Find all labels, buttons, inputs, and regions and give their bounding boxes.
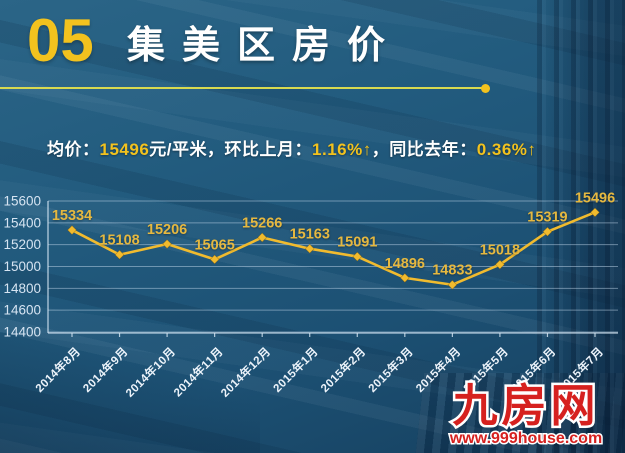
- logo-url: www.999house.com: [449, 430, 602, 447]
- data-label: 15206: [147, 222, 187, 238]
- site-watermark: 九房网 www.999house.com: [447, 378, 603, 449]
- avg-price-value: 15496: [99, 140, 150, 159]
- avg-price-unit: 元/平米: [149, 140, 208, 159]
- data-label: 15319: [527, 210, 567, 226]
- y-axis-label: 14600: [3, 303, 41, 318]
- y-axis-label: 15400: [3, 215, 41, 230]
- data-point: [352, 251, 363, 262]
- y-axis-label: 15000: [3, 259, 41, 274]
- data-label: 14833: [432, 263, 472, 279]
- y-axis-label: 15600: [3, 194, 41, 209]
- data-point: [209, 254, 220, 265]
- price-line-chart: 14400 14600 14800 15000 15200 15400 15600 15334…: [3, 190, 618, 400]
- divider-end-dot: [481, 83, 490, 93]
- x-axis-label: 2015年1月: [270, 344, 321, 395]
- data-label: 15091: [337, 235, 377, 251]
- y-axis-label: 14800: [3, 281, 41, 296]
- divider-line: [0, 83, 490, 93]
- data-label: 15108: [99, 233, 139, 249]
- data-point: [399, 272, 410, 283]
- mom-label: ，环比上月：: [207, 140, 313, 159]
- data-point: [495, 259, 505, 270]
- price-summary: 均价：15496元/平米，环比上月：1.16%↑，同比去年：0.36%↑: [47, 135, 536, 160]
- data-point: [162, 239, 172, 249]
- x-axis-label: 2015年3月: [365, 344, 416, 395]
- data-point: [304, 243, 315, 254]
- x-axis-label: 2014年10月: [123, 344, 179, 400]
- data-point: [257, 232, 268, 243]
- page-title: 集美区房价: [127, 25, 403, 67]
- data-point: [67, 225, 77, 235]
- data-label: 15496: [575, 190, 615, 206]
- x-axis-label: 2014年11月: [171, 344, 226, 399]
- logo-text: 九房网: [452, 380, 599, 431]
- data-point: [590, 207, 600, 218]
- data-label: 15334: [52, 208, 92, 224]
- y-axis-label: 15200: [3, 237, 41, 252]
- data-label: 15266: [242, 215, 282, 231]
- data-point: [447, 279, 458, 290]
- x-axis-label: 2014年8月: [32, 344, 83, 395]
- x-axis-label: 2014年9月: [80, 344, 131, 395]
- data-label: 15163: [290, 227, 330, 243]
- mom-value: 1.16%↑: [312, 140, 372, 159]
- yoy-label: ，同比去年：: [371, 140, 477, 159]
- section-number: 05: [27, 7, 94, 74]
- y-axis-label: 14400: [3, 325, 41, 340]
- data-point: [542, 226, 553, 237]
- yoy-value: 0.36%↑: [476, 140, 537, 159]
- avg-price-label: 均价：: [47, 140, 100, 159]
- data-label: 15018: [480, 243, 520, 259]
- data-point: [114, 249, 125, 260]
- x-axis-label: 2015年2月: [318, 344, 369, 395]
- data-label: 14896: [385, 256, 425, 272]
- price-series-line: [71, 211, 596, 287]
- x-axis-label: 2014年12月: [218, 344, 274, 400]
- data-label: 15065: [194, 237, 234, 253]
